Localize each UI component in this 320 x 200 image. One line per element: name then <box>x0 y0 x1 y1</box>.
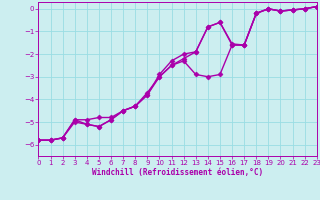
X-axis label: Windchill (Refroidissement éolien,°C): Windchill (Refroidissement éolien,°C) <box>92 168 263 177</box>
